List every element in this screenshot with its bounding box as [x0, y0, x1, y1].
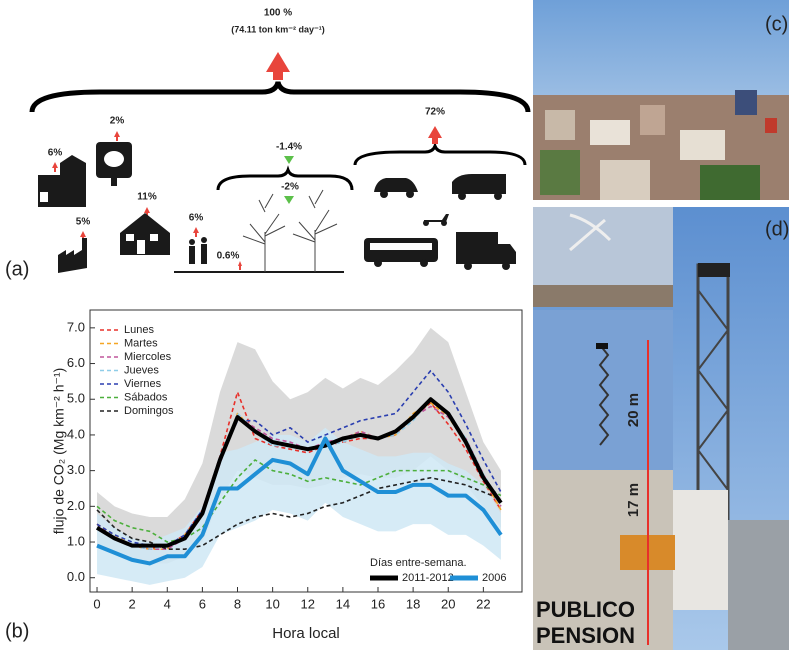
- series-line: [96, 436, 503, 566]
- x-tick-label: 18: [406, 596, 420, 611]
- panel-label: (d): [765, 218, 789, 240]
- legend-label: Domingos: [124, 405, 174, 417]
- line-chart: (b) 0.0 1.0 2.0 3.0 4.0 5.0 6.0 7.0 0 2 4 6 8 10 12 14 1…: [5, 309, 523, 642]
- sign-text: PUBLICO: [536, 597, 635, 622]
- buildings: [540, 90, 777, 200]
- x-tick-label: 14: [336, 596, 350, 611]
- share-label: 0.6%: [217, 251, 240, 262]
- y-axis-label: flujo de CO₂ (Mg km⁻² h⁻¹): [51, 368, 67, 534]
- building: [673, 490, 728, 610]
- x-tick-label: 20: [441, 596, 455, 611]
- share-label: 11%: [137, 192, 157, 203]
- trees: [242, 189, 338, 272]
- height-label: 17 m: [625, 483, 642, 517]
- small-tower-top: [596, 343, 608, 349]
- legend-title: Días entre-semana.: [370, 557, 467, 569]
- legend-label: Sábados: [124, 391, 168, 403]
- green-arrows: [284, 156, 294, 204]
- brace: [216, 165, 354, 191]
- x-tick-label: 4: [164, 596, 171, 611]
- y-tick-label: 1.0: [67, 533, 85, 548]
- series-line: [96, 459, 502, 543]
- series-line: [96, 476, 502, 550]
- plot-frame: [89, 309, 523, 593]
- legend-label: 2006: [482, 572, 506, 584]
- x-tick-label: 2: [129, 596, 136, 611]
- y-tick-label: 0.0: [67, 569, 85, 584]
- roof: [728, 520, 789, 650]
- share-label: 2%: [110, 116, 125, 127]
- tower-photo: 20 m 17 m PUBLICO PENSION (d): [533, 207, 789, 650]
- x-tick-label: 8: [234, 596, 241, 611]
- range-band: [97, 427, 501, 585]
- y-tick-label: 4.0: [67, 426, 85, 441]
- anemometer: [569, 213, 612, 252]
- tower-top: [698, 263, 730, 277]
- y-tick-label: 2.0: [67, 498, 85, 513]
- share-label: 72%: [425, 107, 445, 118]
- emissions-diagram: 100 % (74.11 ton km⁻² day⁻¹) 6% 2% 11% 5…: [5, 8, 531, 280]
- y-tick-label: 3.0: [67, 462, 85, 477]
- x-tick-label: 22: [476, 596, 490, 611]
- legend-label: Martes: [124, 337, 158, 349]
- small-tower: [598, 344, 610, 446]
- sign-text: PENSION: [536, 623, 635, 648]
- y-tick-label: 6.0: [67, 355, 85, 370]
- x-tick-label: 0: [93, 596, 100, 611]
- x-tick-label: 16: [371, 596, 385, 611]
- series-line: [95, 397, 503, 548]
- wall: [533, 470, 673, 650]
- x-tick-label: 6: [199, 596, 206, 611]
- share-label: 6%: [48, 148, 63, 159]
- legend-label: Viernes: [124, 378, 162, 390]
- total-share: 100 %: [264, 8, 292, 19]
- panel-label: (c): [765, 13, 788, 35]
- share-label: -2%: [281, 182, 299, 193]
- share-label: 6%: [189, 213, 204, 224]
- brace: [29, 81, 531, 113]
- total-detail: (74.11 ton km⁻² day⁻¹): [231, 24, 325, 34]
- legend-label: 2011-2012: [402, 572, 454, 584]
- x-tick-label: 10: [265, 596, 279, 611]
- panel-label: (b): [5, 620, 29, 642]
- x-tick-label: 12: [301, 596, 315, 611]
- series-line: [96, 391, 502, 550]
- arrow: [266, 52, 290, 80]
- panel-label: (a): [5, 258, 29, 280]
- city-photo: (c): [533, 0, 789, 200]
- y-tick-label: 5.0: [67, 391, 85, 406]
- legend-label: Lunes: [124, 324, 154, 336]
- y-tick-label: 7.0: [67, 319, 85, 334]
- legend-label: Jueves: [124, 364, 159, 376]
- small-arrows: [52, 126, 442, 270]
- legend-label: Miercoles: [124, 351, 172, 363]
- x-axis-label: Hora local: [272, 625, 340, 642]
- brace: [353, 141, 527, 166]
- icons: [38, 142, 516, 273]
- share-label: 5%: [76, 217, 91, 228]
- height-label: 20 m: [625, 393, 642, 427]
- share-label: -1.4%: [276, 142, 302, 153]
- inset-city: [533, 285, 673, 307]
